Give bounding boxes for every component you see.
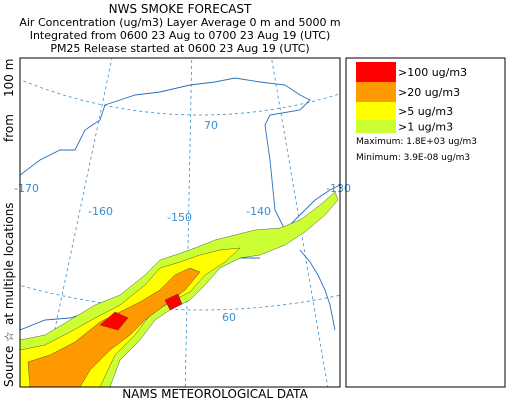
legend-label: >5 ug/m3 [398,105,453,118]
legend-label: >100 ug/m3 [398,66,467,79]
maximum: Maximum: 1.8E+03 ug/m3 [356,137,477,147]
graticule-labels: -170 -160 -150 -140 -130 70 60 [14,119,351,324]
legend-swatch [356,82,396,102]
subtitle: Integrated from 0600 23 Aug to 0700 23 A… [30,29,331,42]
latitude-label: 70 [204,119,218,132]
legend-swatch [356,62,396,82]
longitude-label: -130 [326,182,351,195]
latitude-label: 60 [222,311,236,324]
longitude-label: -170 [14,182,39,195]
longitude-label: -160 [88,205,113,218]
footer: NAMS METEOROLOGICAL DATA [122,387,308,401]
subtitle: PM25 Release started at 0600 23 Aug 19 (… [50,42,309,55]
side-label-part: Source ☆ [2,331,16,387]
legend-label: >20 ug/m3 [398,86,460,99]
side-label-part: at multiple locations [2,202,16,325]
legend-swatch [356,102,396,120]
side-label-part: 100 m [2,59,16,97]
map-frame [19,57,341,388]
longitude-label: -140 [246,205,271,218]
smoke-plume [20,191,339,387]
side-label: Source ☆ at multiple locations from 100 … [2,59,16,387]
minimum: Minimum: 3.9E-08 ug/m3 [356,153,470,163]
legend: >100 ug/m3 >20 ug/m3 >5 ug/m3 >1 ug/m3 [356,62,467,134]
legend-swatch [356,120,396,133]
title: NWS SMOKE FORECAST [109,2,252,16]
longitude-label: -150 [167,211,192,224]
side-label-part: from [2,114,16,142]
subtitle: Air Concentration (ug/m3) Layer Average … [19,16,340,29]
legend-label: >1 ug/m3 [398,121,453,134]
legend-frame [345,57,506,388]
